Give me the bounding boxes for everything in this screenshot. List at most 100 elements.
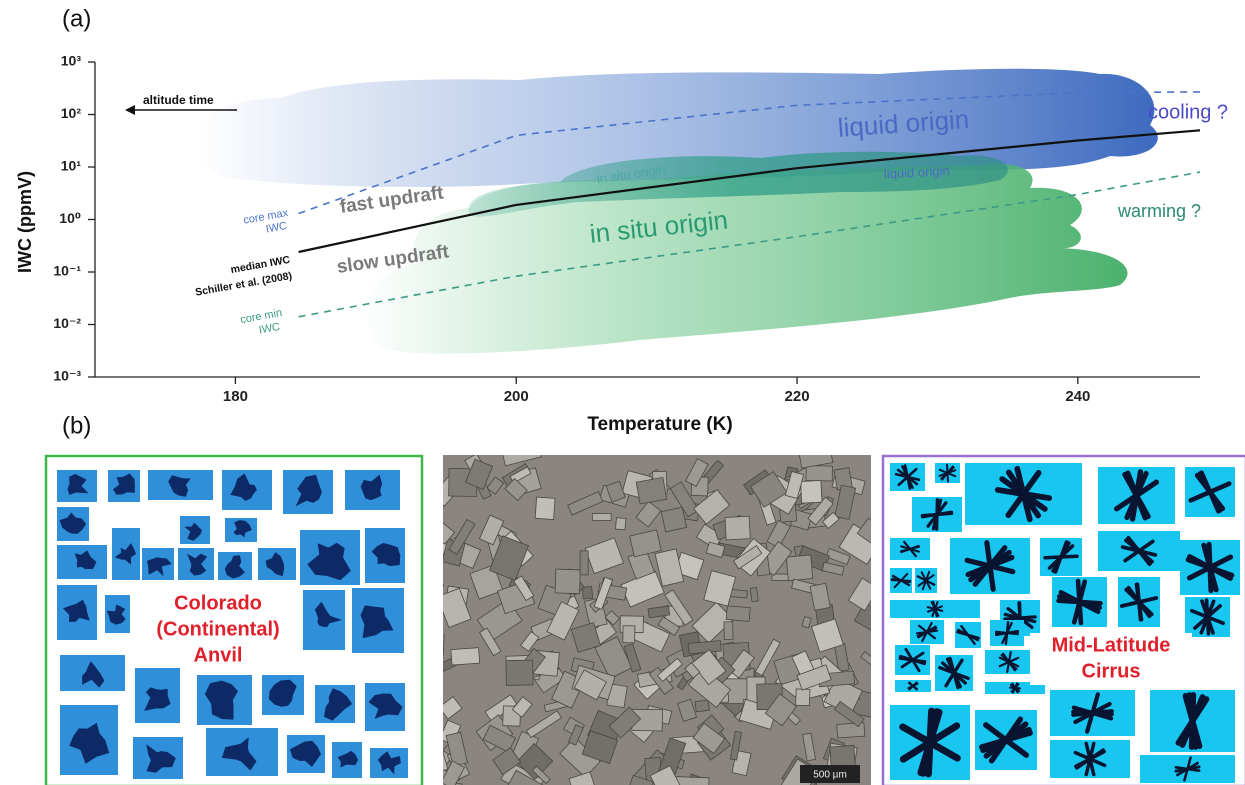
data-line — [298, 91, 1201, 215]
crystal — [703, 570, 737, 607]
y-tick-label: 10⁻³ — [53, 368, 81, 384]
data-line — [298, 171, 1201, 318]
crystal — [531, 765, 551, 785]
particle-image — [57, 470, 408, 779]
crystal — [834, 484, 857, 520]
crystal — [692, 722, 726, 754]
crystal — [684, 662, 701, 679]
crystal — [853, 602, 871, 634]
crystal — [513, 575, 535, 602]
arm — [1014, 465, 1033, 523]
crystal — [687, 640, 722, 655]
crystal — [604, 610, 621, 626]
particle — [221, 737, 257, 771]
image-labels: Colorado (Continental) Anvil Mid-Latitude Ci… — [156, 592, 1192, 781]
crystal — [520, 631, 540, 652]
particle — [295, 474, 322, 507]
crystal — [724, 515, 751, 541]
crystal — [694, 699, 710, 713]
crystal — [623, 643, 642, 673]
crystal — [729, 730, 743, 761]
green-cloud — [363, 163, 1128, 354]
crystal — [635, 476, 668, 505]
crystal — [749, 471, 788, 508]
crystal — [797, 455, 834, 469]
micrograph-image — [443, 455, 871, 785]
crystal — [443, 720, 454, 761]
data-line — [298, 129, 1201, 254]
arm — [1071, 579, 1088, 625]
crystal — [492, 747, 522, 776]
y-tick-label: 10⁻² — [53, 315, 81, 331]
image-label: Cirrus — [1082, 660, 1141, 682]
arm — [1199, 470, 1221, 514]
crystal — [654, 548, 685, 587]
crystal — [443, 634, 445, 659]
panel-label: (b) — [62, 412, 91, 439]
arm — [1122, 471, 1151, 520]
arm — [908, 681, 918, 691]
arm — [1187, 554, 1233, 581]
arm — [917, 574, 935, 587]
crystal — [525, 710, 563, 739]
crystal — [796, 664, 832, 691]
annotation: fast updraft — [338, 182, 445, 217]
particle — [368, 693, 403, 719]
particle — [307, 542, 351, 581]
crystal — [801, 616, 812, 629]
crystal — [593, 576, 613, 610]
crystal — [649, 765, 687, 785]
x-tick-label: 240 — [1065, 388, 1090, 405]
crystal — [657, 616, 681, 636]
annotation: cooling ? — [1148, 101, 1228, 123]
particle — [69, 722, 110, 764]
arm — [1174, 765, 1201, 773]
particle — [314, 601, 342, 627]
scale-bar-box — [800, 765, 860, 783]
panel-b: Colorado (Continental) Anvil Mid-Latitude Ci… — [44, 454, 1245, 785]
crystal — [499, 455, 542, 467]
particle — [74, 550, 97, 569]
arm — [924, 707, 936, 778]
crystal — [860, 651, 871, 675]
crystal — [836, 722, 866, 739]
crystal — [622, 625, 636, 644]
crystal — [465, 458, 494, 490]
crystal — [469, 564, 504, 600]
crystal — [647, 605, 671, 619]
image-label: (Continental) — [156, 618, 279, 640]
particle — [204, 680, 238, 720]
arm — [1011, 682, 1019, 694]
particle — [371, 543, 401, 567]
particle — [233, 520, 252, 538]
annotation: IWC — [265, 220, 288, 236]
arm — [946, 463, 949, 483]
crystal — [691, 649, 727, 686]
crystal — [479, 627, 502, 657]
crystal — [605, 480, 626, 503]
crystal — [693, 489, 731, 525]
x-tick-label: 200 — [504, 388, 529, 405]
crystal — [821, 561, 845, 576]
crystal — [660, 506, 688, 533]
crystal — [478, 514, 505, 546]
particle — [184, 522, 202, 541]
particle — [144, 687, 171, 711]
annotation: IWC — [258, 321, 281, 337]
crystal — [482, 724, 517, 753]
particle — [114, 543, 136, 565]
crystal — [785, 554, 814, 582]
arm — [1193, 604, 1222, 630]
panel-label: (a) — [62, 5, 91, 32]
crystal — [749, 586, 759, 603]
arm — [902, 540, 918, 558]
crystal — [554, 568, 581, 595]
crystal — [732, 544, 763, 570]
crystal — [635, 500, 662, 528]
crystal — [584, 537, 624, 575]
crystal — [691, 601, 734, 644]
crystal — [443, 696, 463, 720]
particle — [146, 744, 176, 773]
crystal — [443, 522, 456, 545]
